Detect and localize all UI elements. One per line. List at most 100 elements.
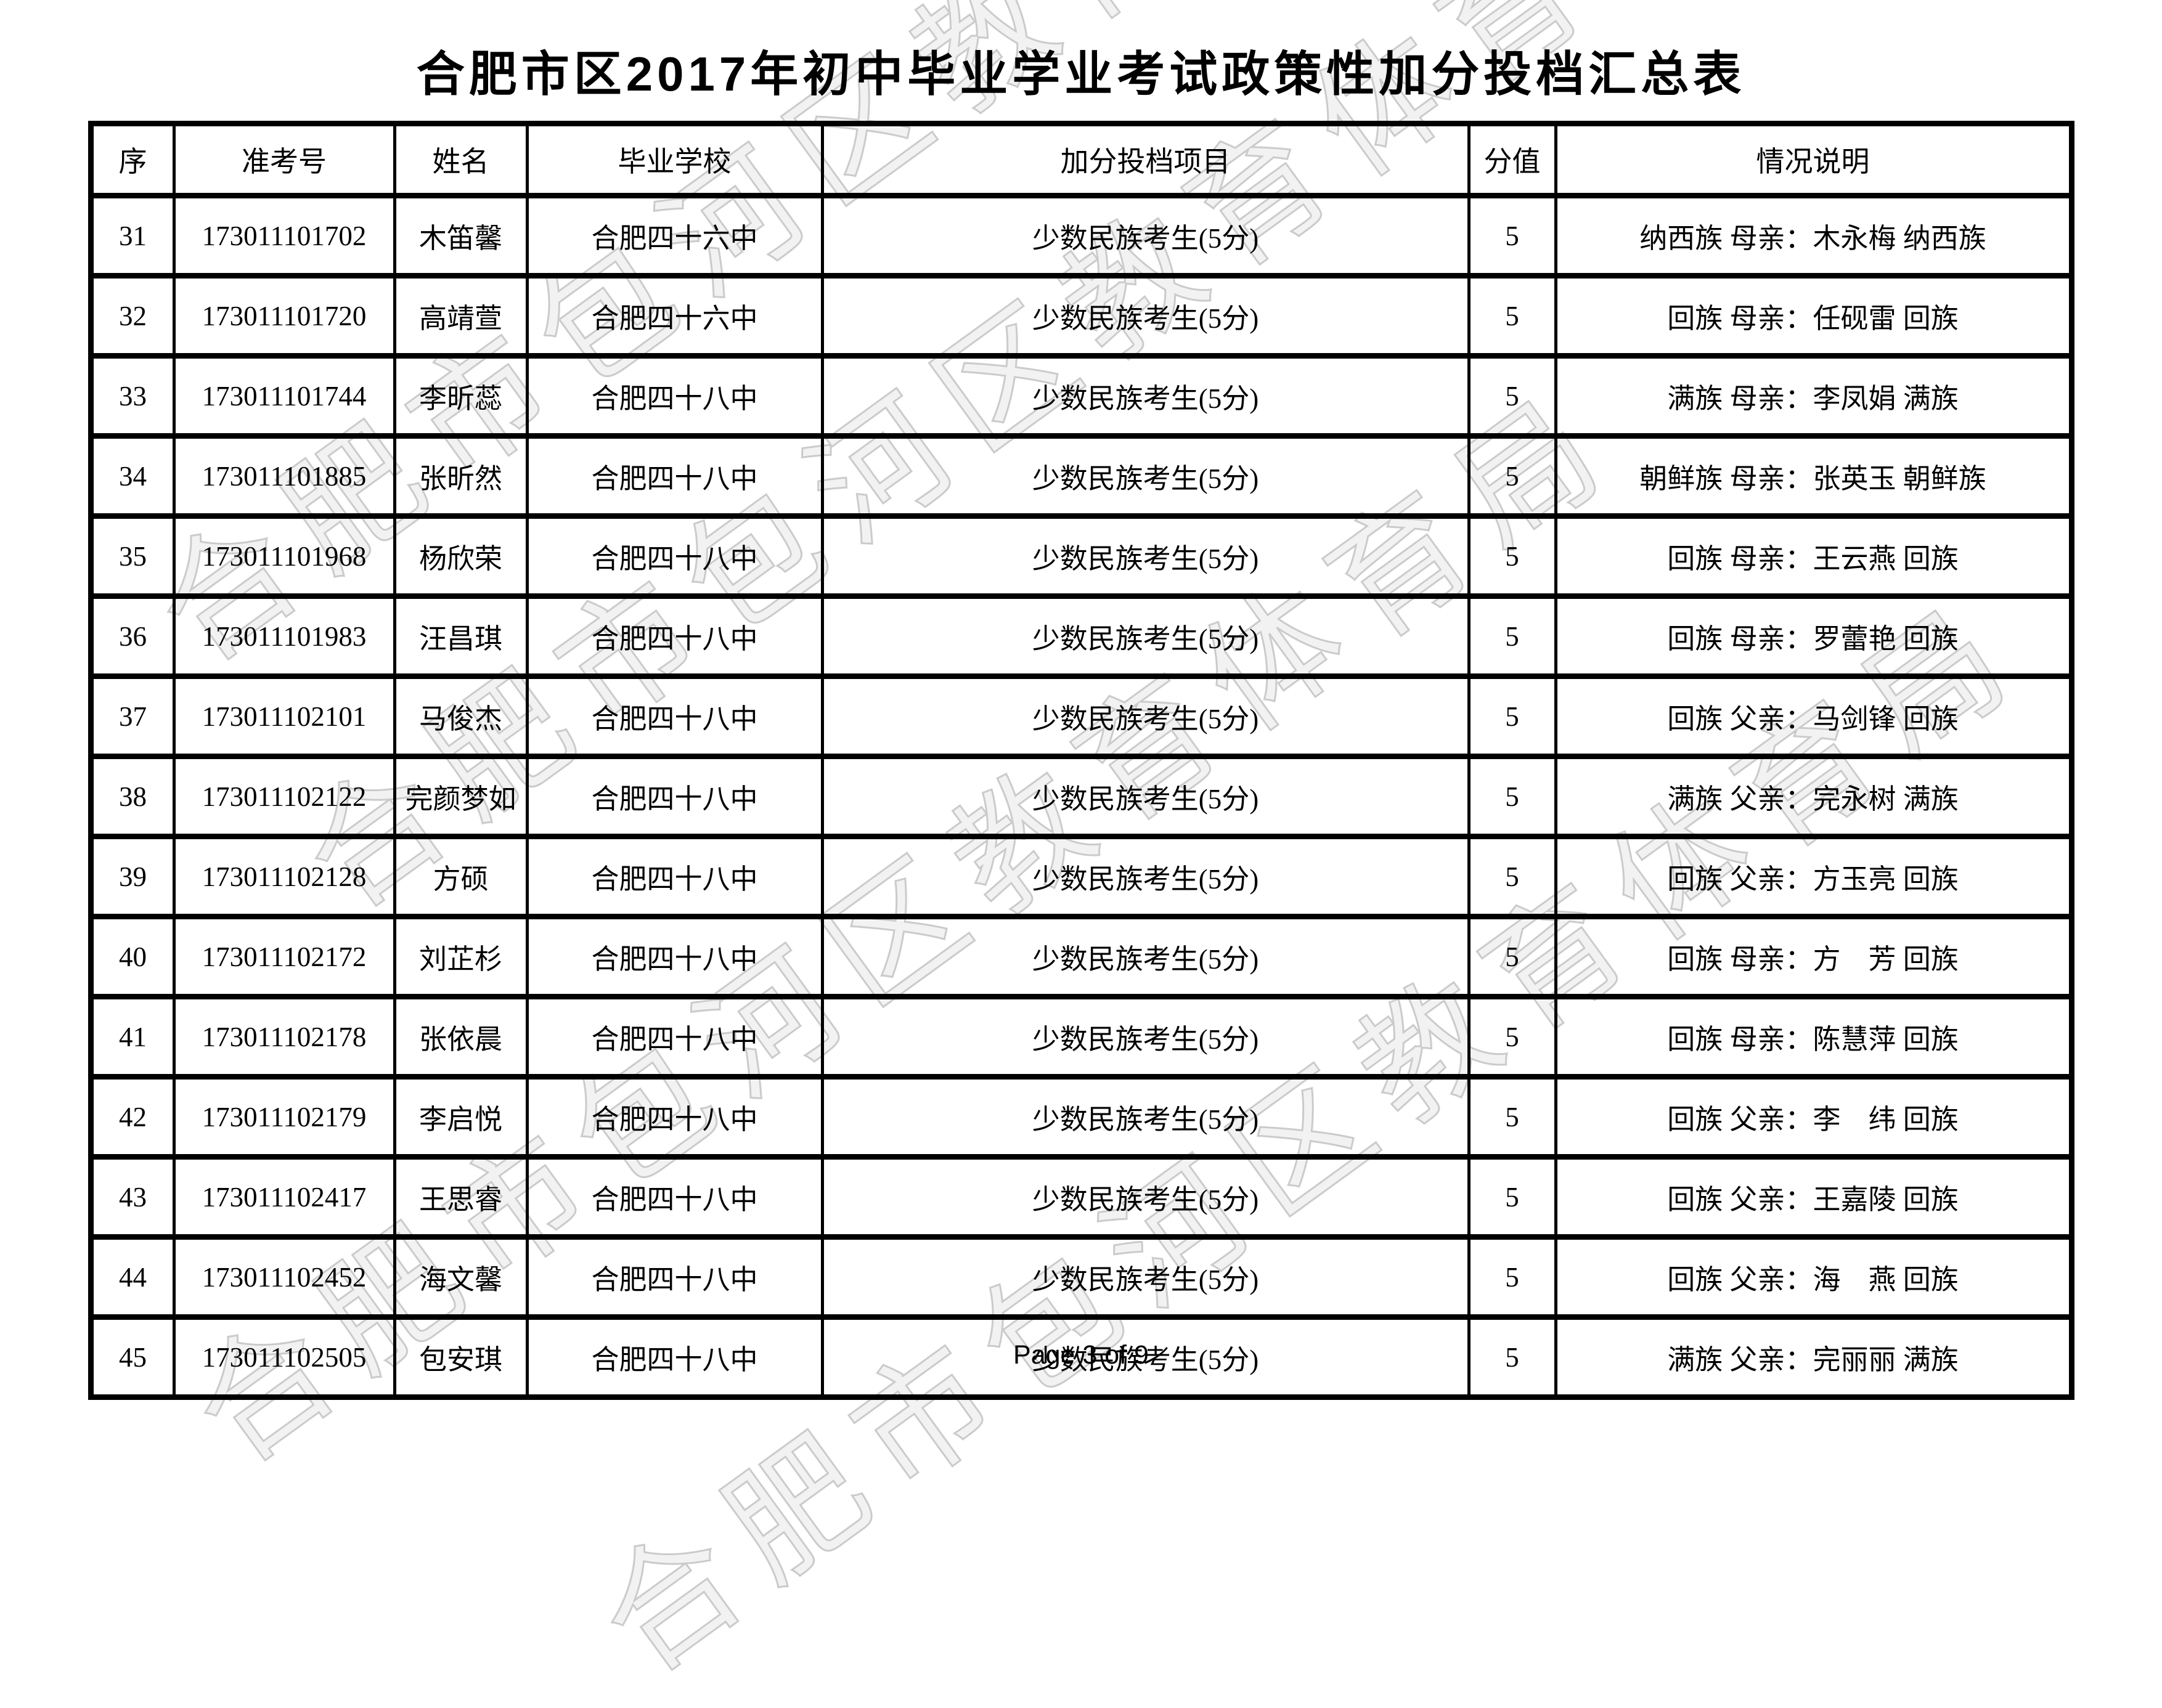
cell-school: 合肥四十六中 xyxy=(525,273,824,359)
cell-exam-no: 173011102417 xyxy=(172,1154,396,1240)
cell-seq: 41 xyxy=(89,994,176,1080)
table-row: 40 173011102172 刘芷杉 合肥四十八中 少数民族考生(5分) 5 回族 母亲：… xyxy=(89,914,2073,999)
page-number: Page 3 of 9 xyxy=(1013,1340,1149,1370)
cell-name: 李昕蕊 xyxy=(393,353,529,439)
column-header-name: 姓名 xyxy=(393,121,529,198)
document-page: 合肥市区2017年初中毕业学业考试政策性加分投档汇总表 序准考号 姓名 毕业学校 加分… xyxy=(88,47,2074,1400)
cell-bonus-item: 少数民族考生(5分) xyxy=(820,754,1471,839)
cell-score: 5 xyxy=(1467,353,1557,439)
cell-school: 合肥四十八中 xyxy=(525,1234,824,1320)
cell-note: 回族 父亲：王嘉陵 回族 xyxy=(1554,1154,2073,1240)
cell-exam-no: 173011102179 xyxy=(172,1074,396,1160)
cell-bonus-item: 少数民族考生(5分) xyxy=(820,273,1471,359)
table-row: 33 173011101744 李昕蕊 合肥四十八中 少数民族考生(5分) 5 满族 母亲：… xyxy=(89,353,2073,439)
cell-bonus-item: 少数民族考生(5分) xyxy=(820,1154,1471,1240)
cell-school: 合肥四十八中 xyxy=(525,353,824,439)
cell-exam-no: 173011101983 xyxy=(172,593,396,679)
cell-score: 5 xyxy=(1467,1234,1557,1320)
cell-name: 王思睿 xyxy=(393,1154,529,1240)
cell-school: 合肥四十八中 xyxy=(525,1154,824,1240)
table-header-row: 序准考号 姓名 毕业学校 加分投档项目 分值 情况说明 xyxy=(89,121,2073,198)
cell-score: 5 xyxy=(1467,834,1557,919)
cell-exam-no: 173011102172 xyxy=(172,914,396,999)
table-row: 44 173011102452 海文馨 合肥四十八中 少数民族考生(5分) 5 回族 父亲：… xyxy=(89,1234,2073,1320)
cell-seq: 32 xyxy=(89,273,176,359)
cell-exam-no: 173011102505 xyxy=(172,1314,396,1400)
cell-name: 汪昌琪 xyxy=(393,593,529,679)
cell-seq: 33 xyxy=(89,353,176,439)
cell-school: 合肥四十八中 xyxy=(525,1074,824,1160)
cell-score: 5 xyxy=(1467,754,1557,839)
table-row: 34 173011101885 张昕然 合肥四十八中 少数民族考生(5分) 5 朝鲜族 母亲… xyxy=(89,433,2073,519)
table-row: 43 173011102417 王思睿 合肥四十八中 少数民族考生(5分) 5 回族 父亲：… xyxy=(89,1154,2073,1240)
cell-seq: 40 xyxy=(89,914,176,999)
cell-score: 5 xyxy=(1467,193,1557,279)
cell-note: 回族 母亲：王云燕 回族 xyxy=(1554,513,2073,599)
cell-note: 朝鲜族 母亲：张英玉 朝鲜族 xyxy=(1554,433,2073,519)
cell-score: 5 xyxy=(1467,433,1557,519)
cell-exam-no: 173011101744 xyxy=(172,353,396,439)
cell-bonus-item: 少数民族考生(5分) xyxy=(820,673,1471,759)
cell-note: 回族 母亲：任砚雷 回族 xyxy=(1554,273,2073,359)
cell-school: 合肥四十八中 xyxy=(525,433,824,519)
cell-bonus-item: 少数民族考生(5分) xyxy=(820,513,1471,599)
cell-exam-no: 173011101702 xyxy=(172,193,396,279)
table-row: 35 173011101968 杨欣荣 合肥四十八中 少数民族考生(5分) 5 回族 母亲：… xyxy=(89,513,2073,599)
cell-name: 木笛馨 xyxy=(393,193,529,279)
cell-name: 张昕然 xyxy=(393,433,529,519)
cell-name: 完颜梦如 xyxy=(393,754,529,839)
page-title: 合肥市区2017年初中毕业学业考试政策性加分投档汇总表 xyxy=(416,47,1746,101)
cell-bonus-item: 少数民族考生(5分) xyxy=(820,914,1471,999)
cell-note: 回族 父亲：方玉亮 回族 xyxy=(1554,834,2073,919)
cell-school: 合肥四十八中 xyxy=(525,914,824,999)
cell-exam-no: 173011101720 xyxy=(172,273,396,359)
cell-exam-no: 173011102101 xyxy=(172,673,396,759)
cell-note: 回族 父亲：马剑锋 回族 xyxy=(1554,673,2073,759)
column-header-exam-no: 准考号 xyxy=(172,121,396,198)
cell-note: 回族 母亲：罗蕾艳 回族 xyxy=(1554,593,2073,679)
cell-school: 合肥四十八中 xyxy=(525,673,824,759)
cell-seq: 39 xyxy=(89,834,176,919)
cell-score: 5 xyxy=(1467,1074,1557,1160)
cell-seq: 34 xyxy=(89,433,176,519)
cell-seq: 36 xyxy=(89,593,176,679)
cell-score: 5 xyxy=(1467,513,1557,599)
table-row: 31 173011101702 木笛馨 合肥四十六中 少数民族考生(5分) 5 纳西族 母亲… xyxy=(89,193,2073,279)
cell-note: 回族 父亲：李 纬 回族 xyxy=(1554,1074,2073,1160)
cell-name: 海文馨 xyxy=(393,1234,529,1320)
column-header-school: 毕业学校 xyxy=(525,121,824,198)
cell-name: 李启悦 xyxy=(393,1074,529,1160)
table-row: 36 173011101983 汪昌琪 合肥四十八中 少数民族考生(5分) 5 回族 母亲：… xyxy=(89,593,2073,679)
cell-bonus-item: 少数民族考生(5分) xyxy=(820,1074,1471,1160)
cell-note: 满族 父亲：完丽丽 满族 xyxy=(1554,1314,2073,1400)
cell-school: 合肥四十八中 xyxy=(525,834,824,919)
cell-score: 5 xyxy=(1467,673,1557,759)
cell-exam-no: 173011102452 xyxy=(172,1234,396,1320)
cell-name: 杨欣荣 xyxy=(393,513,529,599)
cell-score: 5 xyxy=(1467,1314,1557,1400)
cell-note: 回族 母亲：陈慧萍 回族 xyxy=(1554,994,2073,1080)
cell-bonus-item: 少数民族考生(5分) xyxy=(820,433,1471,519)
column-header-score: 分值 xyxy=(1467,121,1557,198)
cell-exam-no: 173011101885 xyxy=(172,433,396,519)
cell-exam-no: 173011101968 xyxy=(172,513,396,599)
cell-bonus-item: 少数民族考生(5分) xyxy=(820,1314,1471,1400)
cell-score: 5 xyxy=(1467,273,1557,359)
cell-note: 纳西族 母亲：木永梅 纳西族 xyxy=(1554,193,2073,279)
cell-seq: 38 xyxy=(89,754,176,839)
cell-seq: 45 xyxy=(89,1314,176,1400)
cell-school: 合肥四十八中 xyxy=(525,994,824,1080)
cell-bonus-item: 少数民族考生(5分) xyxy=(820,1234,1471,1320)
cell-bonus-item: 少数民族考生(5分) xyxy=(820,193,1471,279)
cell-seq: 37 xyxy=(89,673,176,759)
cell-note: 满族 父亲：完永树 满族 xyxy=(1554,754,2073,839)
cell-school: 合肥四十六中 xyxy=(525,193,824,279)
cell-score: 5 xyxy=(1467,914,1557,999)
cell-school: 合肥四十八中 xyxy=(525,754,824,839)
cell-name: 包安琪 xyxy=(393,1314,529,1400)
cell-name: 刘芷杉 xyxy=(393,914,529,999)
cell-name: 马俊杰 xyxy=(393,673,529,759)
cell-bonus-item: 少数民族考生(5分) xyxy=(820,994,1471,1080)
cell-bonus-item: 少数民族考生(5分) xyxy=(820,834,1471,919)
cell-seq: 31 xyxy=(89,193,176,279)
